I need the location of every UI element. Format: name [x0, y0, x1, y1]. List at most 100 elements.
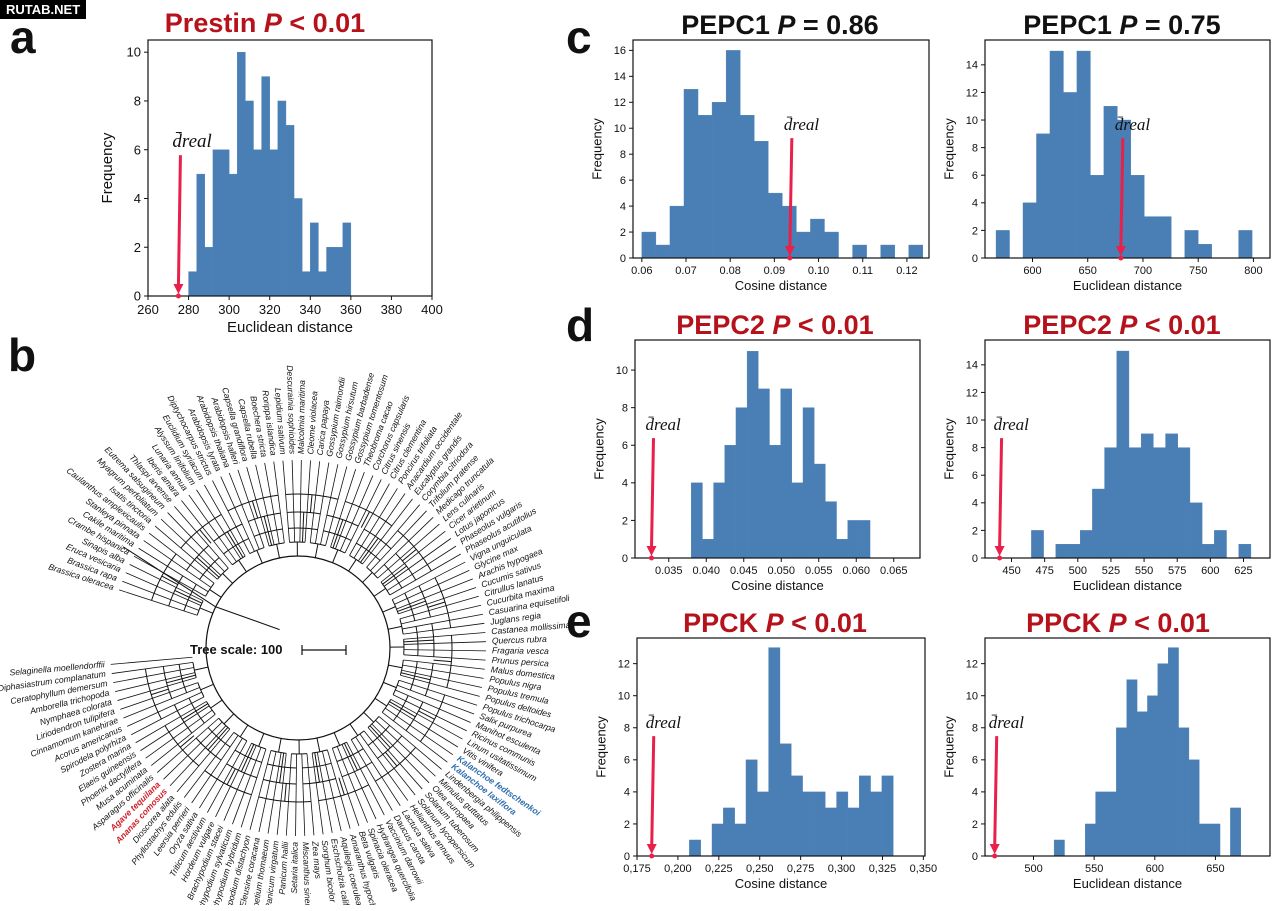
dreal-label: d̄real	[172, 131, 211, 152]
x-axis-label: Cosine distance	[731, 578, 824, 593]
y-tick-label: 4	[134, 191, 141, 206]
tree-scale-label: Tree scale: 100	[190, 642, 283, 657]
histogram-bar	[754, 141, 768, 258]
histogram-bar	[1178, 448, 1190, 558]
histogram-bar	[712, 824, 723, 856]
histogram-bar	[1137, 712, 1147, 856]
histogram-bar	[1185, 230, 1198, 258]
histogram-bar	[1096, 792, 1106, 856]
x-tick-label: 0,200	[664, 863, 692, 875]
y-tick-label: 8	[972, 442, 978, 454]
y-tick-label: 4	[622, 478, 628, 490]
y-tick-label: 0	[972, 253, 978, 265]
y-tick-label: 6	[972, 170, 978, 182]
histogram-bar	[229, 174, 237, 296]
x-tick-label: 0.050	[767, 565, 795, 577]
histogram-bar	[1068, 544, 1080, 558]
histogram-bar	[1106, 792, 1116, 856]
y-axis-label: Frequency	[942, 118, 957, 180]
y-tick-label: 4	[972, 787, 978, 799]
y-tick-label: 12	[966, 87, 978, 99]
y-tick-label: 2	[972, 819, 978, 831]
histogram-bar	[1127, 680, 1137, 856]
histogram-bar	[814, 792, 825, 856]
y-tick-label: 16	[614, 45, 626, 57]
y-tick-label: 6	[622, 440, 628, 452]
histogram-bar	[735, 824, 746, 856]
histogram-bar	[302, 272, 310, 296]
x-tick-label: 525	[1102, 565, 1120, 577]
histogram-bar	[747, 351, 758, 558]
dreal-label: d̄real	[989, 713, 1025, 732]
x-tick-label: 0.045	[730, 565, 758, 577]
y-tick-label: 0	[624, 851, 630, 863]
y-tick-label: 2	[972, 525, 978, 537]
y-axis-label: Frequency	[942, 716, 957, 778]
histogram-bar	[221, 150, 229, 296]
x-tick-label: 0,275	[787, 863, 815, 875]
histogram-bar	[1050, 51, 1063, 258]
y-tick-label: 2	[620, 227, 626, 239]
dreal-label: d̄real	[646, 415, 682, 434]
dreal-label: d̄real	[646, 713, 682, 732]
histogram-bar	[670, 206, 684, 258]
y-tick-label: 10	[616, 365, 628, 377]
histogram-bar	[1198, 244, 1211, 258]
histogram-bar	[996, 230, 1009, 258]
histogram-bar	[1158, 217, 1171, 258]
x-axis-label: Euclidean distance	[1073, 876, 1182, 891]
histogram-bar	[189, 272, 197, 296]
histogram-bar	[1031, 530, 1043, 558]
histogram-bar	[1239, 230, 1252, 258]
x-tick-label: 0.065	[880, 565, 908, 577]
y-tick-label: 10	[966, 115, 978, 127]
y-tick-label: 14	[614, 71, 626, 83]
histogram-bar	[1077, 51, 1090, 258]
histogram-bar	[740, 115, 754, 258]
histogram-bar	[1214, 530, 1226, 558]
y-axis-label: Frequency	[592, 418, 607, 480]
y-tick-label: 12	[966, 658, 978, 670]
histogram-bar	[1189, 760, 1199, 856]
histogram-bar	[1080, 530, 1092, 558]
y-tick-label: 0	[622, 553, 628, 565]
histogram-bar	[237, 52, 245, 296]
x-tick-label: 0,325	[869, 863, 897, 875]
x-tick-label: 450	[1002, 565, 1020, 577]
histogram-bar	[318, 272, 326, 296]
histogram-bar	[1131, 175, 1144, 258]
histogram-bar	[803, 792, 814, 856]
y-tick-label: 6	[972, 470, 978, 482]
histogram-bar	[781, 389, 792, 558]
y-tick-label: 10	[618, 691, 630, 703]
y-tick-label: 4	[972, 198, 978, 210]
histogram-bar	[205, 247, 213, 296]
histogram-bar	[1147, 696, 1157, 856]
histogram-bar	[714, 483, 725, 558]
x-tick-label: 600	[1201, 565, 1219, 577]
histogram-bar	[1230, 808, 1240, 856]
x-tick-label: 750	[1189, 265, 1207, 277]
histogram-bar	[1023, 203, 1036, 258]
histogram-bar	[642, 232, 656, 258]
y-tick-label: 10	[614, 123, 626, 135]
x-tick-label: 500	[1069, 565, 1087, 577]
y-tick-label: 10	[966, 691, 978, 703]
histogram-bar	[859, 776, 870, 856]
y-tick-label: 10	[966, 415, 978, 427]
dreal-arrow	[790, 138, 792, 248]
x-tick-label: 600	[1146, 863, 1164, 875]
histogram-bar	[1105, 448, 1117, 558]
histogram-bar	[327, 247, 335, 296]
histogram-bar	[1202, 544, 1214, 558]
histogram-bar	[792, 483, 803, 558]
histogram-bar	[1199, 824, 1209, 856]
histogram-bar	[1179, 728, 1189, 856]
x-tick-label: 280	[178, 302, 200, 317]
histogram-bar	[825, 808, 836, 856]
